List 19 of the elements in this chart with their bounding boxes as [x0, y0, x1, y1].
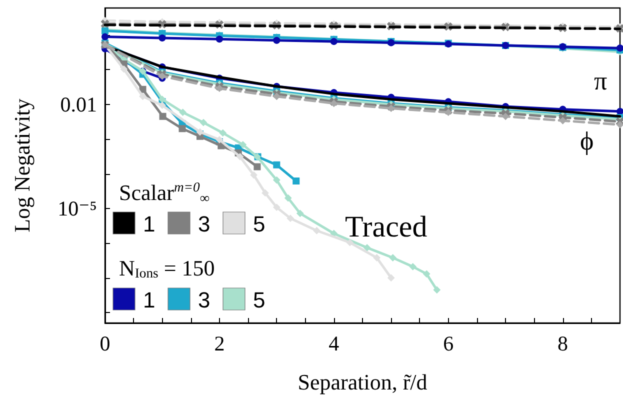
- x-tick-label: 0: [100, 332, 110, 356]
- annotation: Traced: [345, 210, 428, 244]
- legend-label: 5: [253, 288, 266, 312]
- x-tick-label: 6: [443, 332, 454, 356]
- legend-label: 3: [198, 288, 210, 312]
- legend-label: 1: [143, 212, 156, 236]
- legend-label: 5: [253, 212, 266, 236]
- annotation: π: [594, 66, 608, 96]
- x-tick-label: 4: [328, 332, 340, 356]
- y-axis-title: Log Negativity: [10, 98, 34, 232]
- y-tick-label: 0.01: [60, 92, 97, 116]
- x-tick-label: 2: [214, 332, 225, 356]
- legend-label: 1: [143, 288, 156, 312]
- y-tick-label: 10⁻⁵: [58, 196, 97, 220]
- legend-label: 3: [198, 212, 210, 236]
- annotation: ϕ: [580, 126, 594, 156]
- annotation: NIons = 150: [119, 255, 215, 280]
- x-tick-label: 8: [558, 332, 568, 356]
- x-axis-title: Separation, r̃/d: [298, 370, 428, 394]
